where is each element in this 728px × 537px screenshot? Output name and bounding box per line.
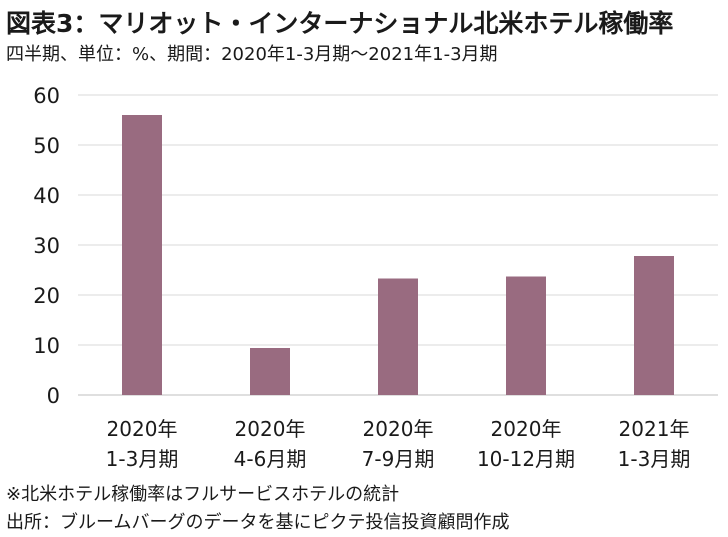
x-tick-label: 2021年: [619, 417, 690, 441]
y-tick-label: 60: [33, 84, 60, 108]
y-tick-label: 40: [33, 184, 60, 208]
footnote-note: ※北米ホテル稼働率はフルサービスホテルの統計: [6, 484, 400, 505]
x-tick-label: 2020年: [363, 417, 434, 441]
x-tick-label: 2020年: [235, 417, 306, 441]
x-tick-label: 7-9月期: [362, 447, 435, 471]
x-axis-ticks: 2020年 1-3月期 2020年 4-6月期 2020年 7-9月期 2020年 10-12…: [106, 417, 691, 471]
x-tick-label: 10-12月期: [477, 447, 575, 471]
chart-subtitle: 四半期、単位：%、期間：2020年1-3月期～2021年1-3月期: [6, 44, 498, 65]
bar-1: [250, 348, 290, 395]
y-tick-label: 20: [33, 284, 60, 308]
bar-0: [122, 115, 162, 395]
y-tick-label: 50: [33, 134, 60, 158]
x-tick-label: 1-3月期: [106, 447, 179, 471]
bar-chart: 0 10 20 30 40 50 60 2020年 1-3月期 2020年 4-6月期 2020年 7…: [33, 84, 718, 471]
bar-4: [634, 256, 674, 395]
y-tick-label: 0: [47, 384, 60, 408]
x-tick-label: 4-6月期: [234, 447, 307, 471]
bar-3: [506, 276, 546, 395]
bar-2: [378, 278, 418, 395]
y-tick-label: 30: [33, 234, 60, 258]
chart-title: 図表3：マリオット・インターナショナル北米ホテル稼働率: [6, 9, 674, 38]
footnote-source: 出所：ブルームバーグのデータを基にピクテ投信投資顧問作成: [6, 512, 510, 533]
x-tick-label: 2020年: [491, 417, 562, 441]
y-axis-ticks: 0 10 20 30 40 50 60: [33, 84, 60, 408]
x-tick-label: 2020年: [107, 417, 178, 441]
bars: [122, 115, 674, 395]
y-tick-label: 10: [33, 334, 60, 358]
x-tick-label: 1-3月期: [618, 447, 691, 471]
